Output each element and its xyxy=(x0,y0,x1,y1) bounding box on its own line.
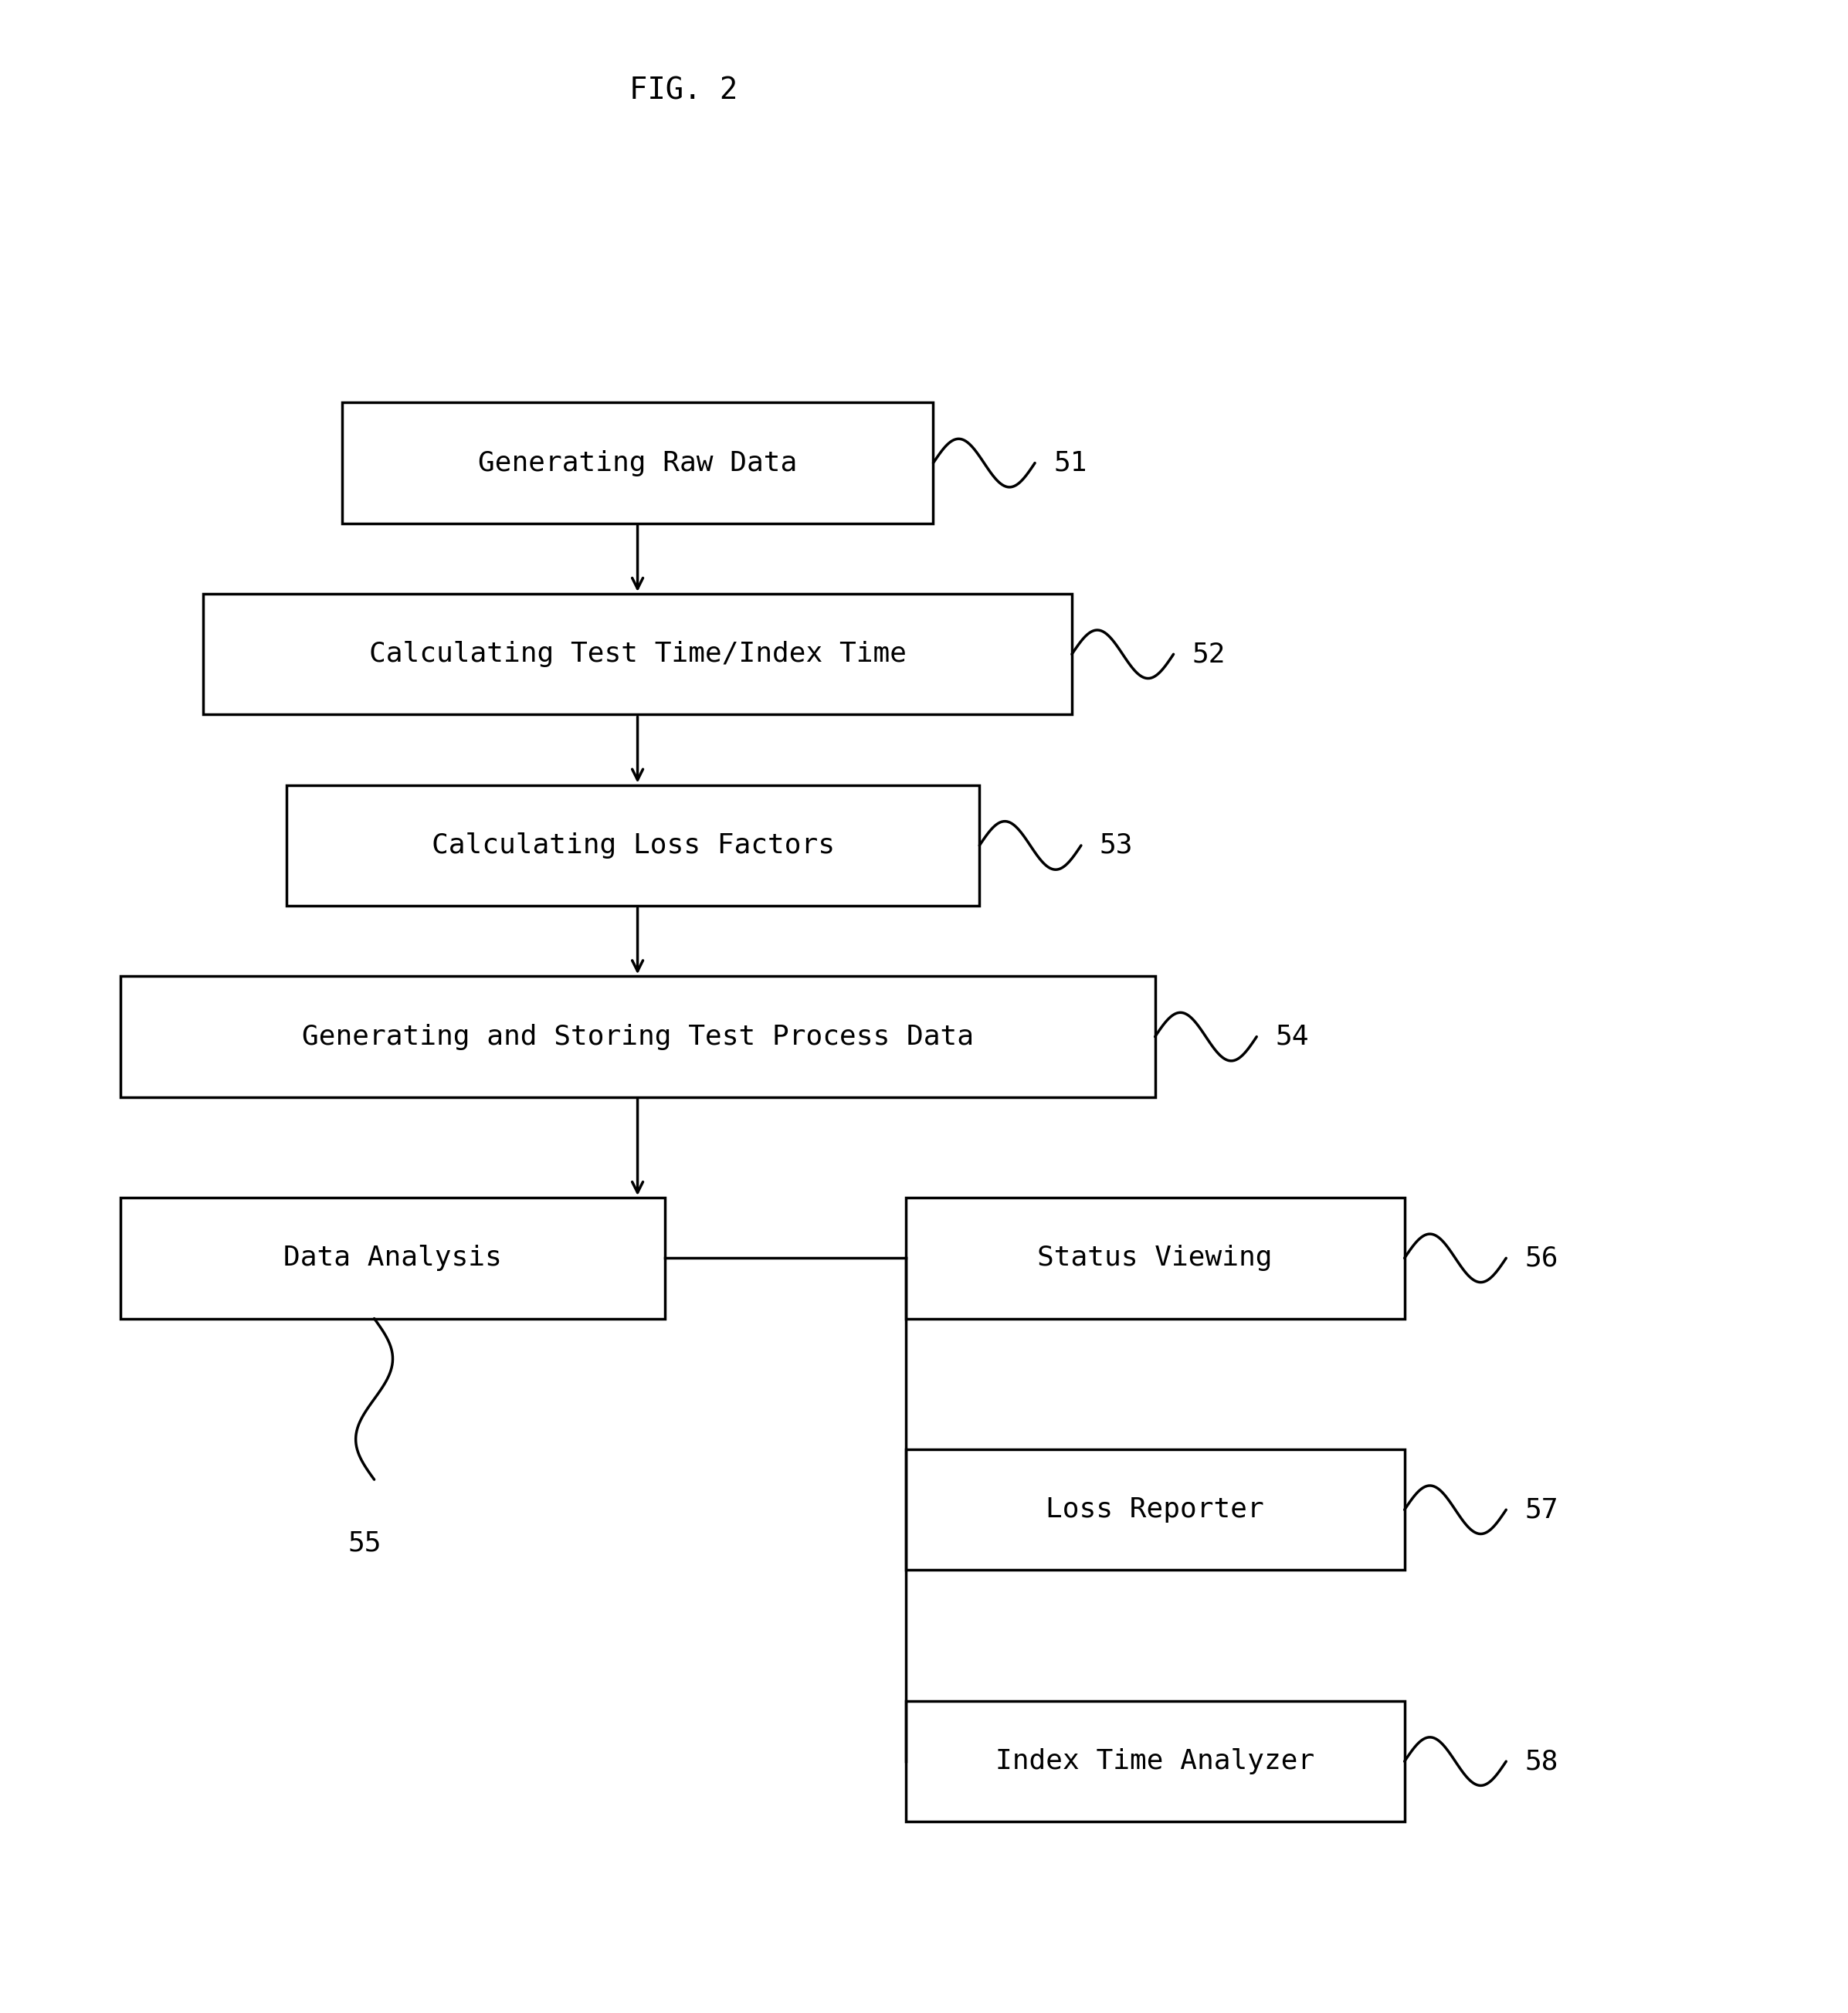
Text: 55: 55 xyxy=(347,1530,383,1556)
Text: FIG. 2: FIG. 2 xyxy=(630,76,737,105)
FancyBboxPatch shape xyxy=(906,1198,1404,1319)
FancyBboxPatch shape xyxy=(203,594,1072,715)
Text: Index Time Analyzer: Index Time Analyzer xyxy=(996,1747,1314,1775)
Text: 52: 52 xyxy=(1192,640,1225,668)
FancyBboxPatch shape xyxy=(286,785,979,906)
Text: 56: 56 xyxy=(1525,1244,1558,1272)
FancyBboxPatch shape xyxy=(342,403,933,523)
FancyBboxPatch shape xyxy=(120,1198,665,1319)
Text: Calculating Loss Factors: Calculating Loss Factors xyxy=(431,831,835,860)
Text: 58: 58 xyxy=(1525,1747,1558,1775)
Text: Status Viewing: Status Viewing xyxy=(1037,1244,1273,1272)
Text: 57: 57 xyxy=(1525,1496,1558,1524)
Text: Generating Raw Data: Generating Raw Data xyxy=(479,449,796,477)
Text: 53: 53 xyxy=(1100,831,1133,860)
FancyBboxPatch shape xyxy=(906,1701,1404,1822)
Text: Data Analysis: Data Analysis xyxy=(283,1244,503,1272)
Text: Loss Reporter: Loss Reporter xyxy=(1046,1496,1264,1524)
Text: Calculating Test Time/Index Time: Calculating Test Time/Index Time xyxy=(370,640,906,668)
FancyBboxPatch shape xyxy=(120,976,1155,1097)
Text: 54: 54 xyxy=(1275,1023,1308,1051)
Text: 51: 51 xyxy=(1053,449,1087,477)
FancyBboxPatch shape xyxy=(906,1449,1404,1570)
Text: Generating and Storing Test Process Data: Generating and Storing Test Process Data xyxy=(301,1023,974,1051)
